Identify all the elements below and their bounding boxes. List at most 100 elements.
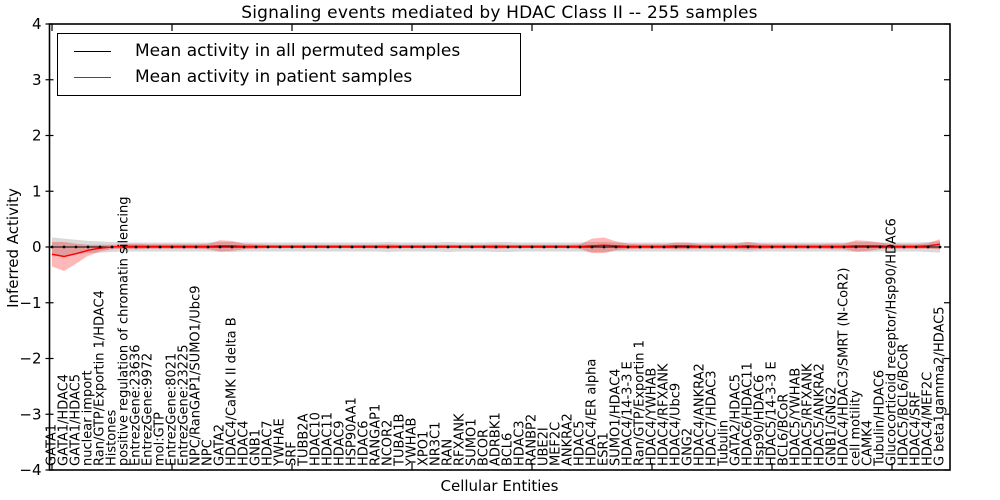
svg-text:HDAC4/RFXANK: HDAC4/RFXANK [657,363,672,466]
svg-text:TUBA1B: TUBA1B [393,414,408,467]
svg-text:GATA1/HDAC4: GATA1/HDAC4 [57,374,72,466]
svg-text:SUMO1/HDAC4: SUMO1/HDAC4 [609,369,624,466]
svg-text:Hsp90/HDAC6: Hsp90/HDAC6 [753,375,768,466]
y-ticks: −4 −3 −2 −1 0 1 2 3 4 [19,15,950,479]
legend: Mean activity in all permuted samples Me… [57,33,521,96]
svg-text:HDAC6: HDAC6 [357,420,372,466]
svg-text:CAMK4: CAMK4 [861,420,876,466]
svg-text:−4: −4 [19,461,41,479]
svg-text:HDAC4/ANKRA2: HDAC4/ANKRA2 [693,363,708,466]
svg-text:EntrezGene:23225: EntrezGene:23225 [177,345,192,466]
permuted-markers [50,245,942,249]
legend-label-permuted: Mean activity in all permuted samples [135,41,461,61]
svg-text:1: 1 [32,182,42,200]
svg-text:HDAC5/YWHAB: HDAC5/YWHAB [789,368,804,466]
legend-line-sample-black [74,51,111,52]
svg-text:−1: −1 [19,294,41,312]
svg-text:NR3C1: NR3C1 [429,422,444,466]
svg-text:HDAC11: HDAC11 [321,412,336,466]
svg-text:RAN: RAN [441,439,456,466]
svg-text:GATA2: GATA2 [213,424,228,466]
svg-text:GNG2: GNG2 [681,428,696,466]
x-ticks [51,24,893,470]
svg-text:ESR1: ESR1 [597,432,612,466]
svg-text:mol:GTP: mol:GTP [153,412,168,466]
svg-text:MEF2C: MEF2C [549,422,564,466]
svg-text:GNB1: GNB1 [249,429,264,466]
svg-text:positive regulation of chromat: positive regulation of chromatin silenci… [117,196,132,466]
svg-text:−3: −3 [19,405,41,423]
svg-text:HSP90AA1: HSP90AA1 [345,397,360,466]
svg-text:HDAC7: HDAC7 [261,420,276,466]
svg-text:HDAC4/ER alpha: HDAC4/ER alpha [585,359,600,466]
svg-text:HDAC4/HDAC3/SMRT (N-CoR2): HDAC4/HDAC3/SMRT (N-CoR2) [837,268,852,466]
svg-text:NPC: NPC [201,439,216,466]
svg-text:HDAC6/HDAC11: HDAC6/HDAC11 [741,362,756,466]
legend-label-patient: Mean activity in patient samples [135,67,413,87]
svg-text:−2: −2 [19,350,41,368]
svg-text:HDAC4/CaMK II delta B: HDAC4/CaMK II delta B [225,317,240,466]
svg-text:UBE2I: UBE2I [537,427,552,466]
y-axis-label: Inferred Activity [4,188,22,308]
svg-text:nuclear import: nuclear import [81,370,96,466]
svg-text:Ran/GTP/Exportin 1/HDAC4: Ran/GTP/Exportin 1/HDAC4 [93,290,108,466]
svg-text:HDAC9: HDAC9 [333,420,348,466]
svg-text:TUBB2A: TUBB2A [297,413,312,467]
svg-text:EntrezGene:23636: EntrezGene:23636 [129,345,144,466]
svg-text:GATA2/HDAC5: GATA2/HDAC5 [729,374,744,466]
svg-text:HDAC3: HDAC3 [513,420,528,466]
svg-text:ANKRA2: ANKRA2 [561,413,576,466]
svg-text:HDAC4/SRF: HDAC4/SRF [909,391,924,466]
svg-text:HDAC5/BCL6/BCoR: HDAC5/BCL6/BCoR [897,344,912,466]
svg-text:EntrezGene:9972: EntrezGene:9972 [141,353,156,466]
svg-text:YWHAE: YWHAE [273,418,288,467]
svg-text:GNB1/GNG2: GNB1/GNG2 [825,386,840,466]
svg-text:BCL6/BCoR: BCL6/BCoR [777,394,792,466]
svg-text:HDAC4/MEF2C: HDAC4/MEF2C [921,372,936,466]
svg-text:Glucocorticoid receptor/Hsp90/: Glucocorticoid receptor/Hsp90/HDAC6 [885,218,900,466]
svg-text:ADRBK1: ADRBK1 [489,412,504,466]
legend-entry-patient: Mean activity in patient samples [74,69,520,86]
svg-text:HDAC5/RFXANK: HDAC5/RFXANK [801,363,816,466]
svg-text:HDAC5: HDAC5 [573,420,588,466]
svg-text:SUMO1: SUMO1 [465,419,480,467]
svg-text:G beta1gamma2/HDAC5: G beta1gamma2/HDAC5 [933,306,948,466]
chart-title: Signaling events mediated by HDAC Class … [241,3,758,23]
svg-text:SRF: SRF [285,441,300,466]
svg-text:GATA1/HDAC5: GATA1/HDAC5 [69,374,84,466]
svg-text:0: 0 [32,238,42,256]
svg-text:EntrezGene:8021: EntrezGene:8021 [165,353,180,466]
svg-text:HDAC4/Ubc9: HDAC4/Ubc9 [669,383,684,466]
svg-text:Histones: Histones [105,410,120,466]
svg-text:HDAC5/14-3-3 E: HDAC5/14-3-3 E [765,361,780,466]
svg-text:RANBP2: RANBP2 [525,414,540,466]
svg-text:cell motility: cell motility [849,390,864,466]
svg-text:XPO1: XPO1 [417,431,432,466]
svg-text:GATA1: GATA1 [45,424,60,466]
svg-text:2: 2 [32,127,42,145]
x-axis-label: Cellular Entities [440,477,559,495]
svg-text:Tubulin: Tubulin [717,420,732,467]
legend-line-sample-red [74,77,111,78]
svg-text:NCOR2: NCOR2 [381,420,396,466]
svg-text:YWHAB: YWHAB [405,418,420,467]
svg-text:HDAC4/YWHAB: HDAC4/YWHAB [645,368,660,466]
svg-text:RFXANK: RFXANK [453,413,468,466]
legend-entry-permuted: Mean activity in all permuted samples [74,43,520,60]
svg-text:HDAC4: HDAC4 [237,420,252,466]
svg-text:HDAC7/HDAC3: HDAC7/HDAC3 [705,370,720,466]
svg-text:Ran/GTP/Exportin 1: Ran/GTP/Exportin 1 [633,340,648,466]
svg-text:HDAC10: HDAC10 [309,412,324,466]
svg-text:3: 3 [32,71,42,89]
svg-text:HDAC4/14-3-3 E: HDAC4/14-3-3 E [621,361,636,466]
svg-text:NPC/RanGAP1/SUMO1/Ubc9: NPC/RanGAP1/SUMO1/Ubc9 [189,286,204,466]
svg-text:BCL6: BCL6 [501,433,516,466]
svg-text:Tubulin/HDAC6: Tubulin/HDAC6 [873,370,888,467]
svg-text:BCOR: BCOR [477,429,492,466]
svg-text:4: 4 [32,15,42,33]
svg-text:RANGAP1: RANGAP1 [369,404,384,466]
svg-text:HDAC5/ANKRA2: HDAC5/ANKRA2 [813,363,828,466]
